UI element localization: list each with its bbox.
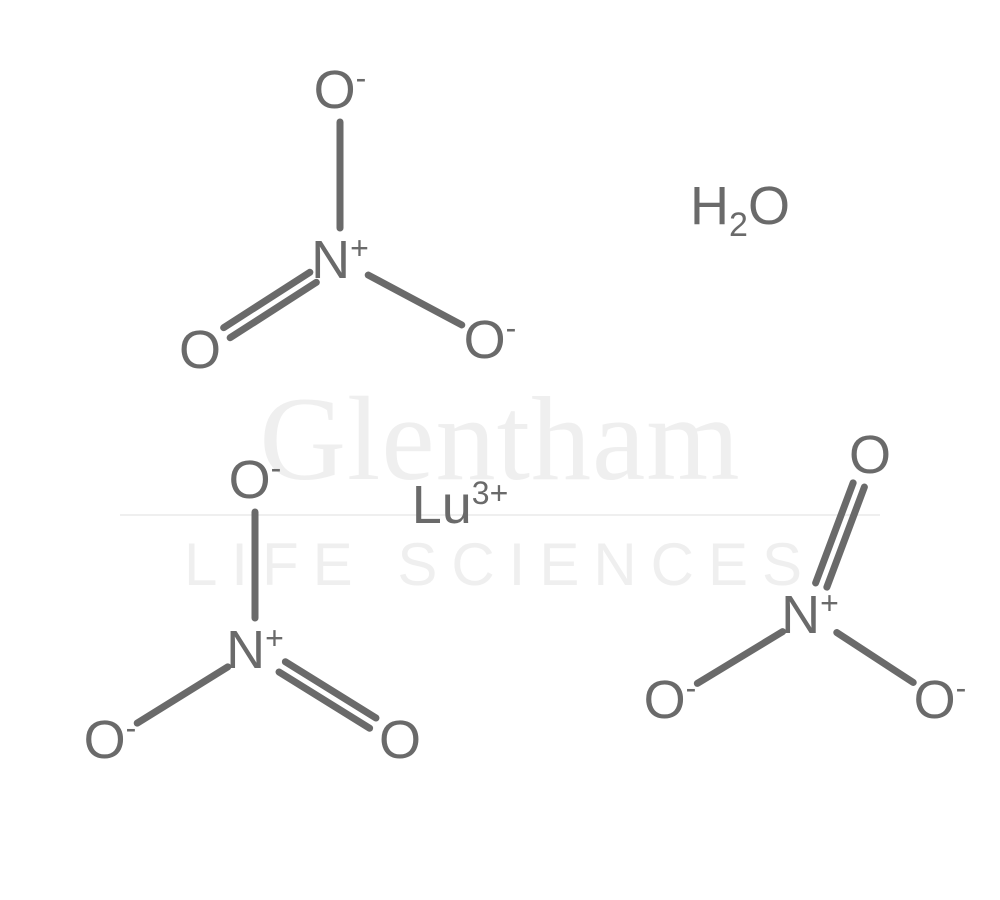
atom-h2o: H2O (690, 175, 790, 245)
atom-o1b: O- (464, 309, 517, 371)
atom-n2: N+ (226, 619, 284, 681)
atom-o2a: O- (229, 449, 282, 511)
diagram-canvas: Glentham LIFE SCIENCES N+O-O-ON+O-OO-N+O… (0, 0, 1000, 900)
atom-n3: N+ (781, 584, 839, 646)
atom-o3a: O (849, 424, 891, 486)
atom-o3b: O- (914, 669, 967, 731)
atom-n1: N+ (311, 229, 369, 291)
atom-o1c: O (179, 319, 221, 381)
atom-o2b: O (379, 709, 421, 771)
atom-lu: Lu3+ (412, 474, 509, 536)
atom-o2c: O- (84, 709, 137, 771)
atom-o3c: O- (644, 669, 697, 731)
atom-o1a: O- (314, 59, 367, 121)
